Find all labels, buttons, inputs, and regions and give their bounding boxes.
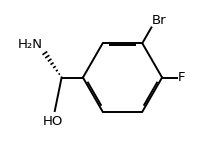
Text: Br: Br: [152, 14, 167, 27]
Text: HO: HO: [43, 115, 63, 128]
Text: F: F: [178, 71, 186, 84]
Text: H₂N: H₂N: [18, 38, 43, 51]
